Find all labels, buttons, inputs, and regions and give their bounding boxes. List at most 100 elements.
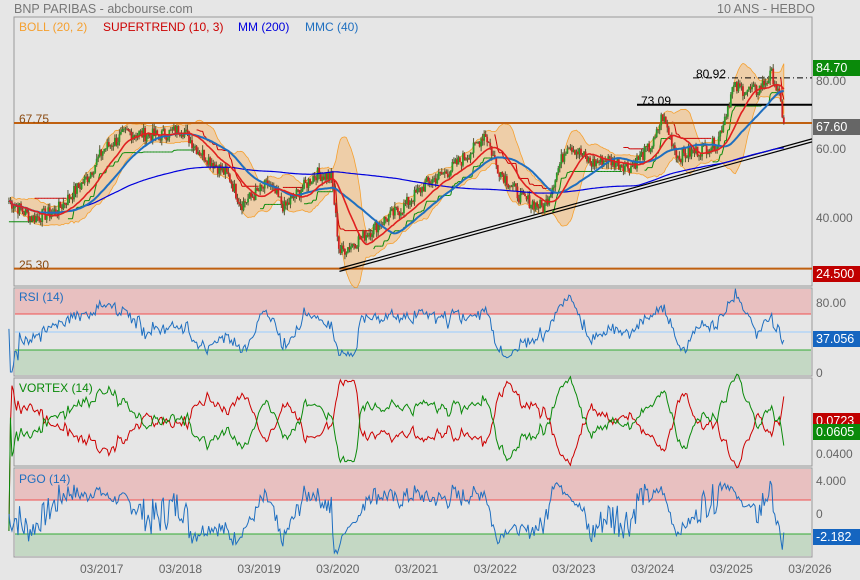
candle-body [389,210,392,216]
candle-body [614,163,617,168]
candle-body [278,196,281,198]
candle-body [301,188,304,192]
candle-body [39,220,42,222]
candle-body [116,142,119,146]
candle-body [729,94,732,107]
candle-body [101,151,104,156]
candle-body [236,198,239,202]
candle-body [578,148,581,155]
candle-body [512,185,514,187]
candle-body [782,117,785,124]
candle-body [465,159,467,161]
candle-body [191,140,193,149]
candle-body [589,157,591,163]
supertrend-segment [728,118,732,130]
candle-body [580,148,582,155]
candle-body [70,197,72,199]
candle-body [266,180,269,186]
level-support: 25.30 [19,258,50,272]
candle-body [368,233,371,237]
supertrend-segment [506,161,509,164]
candle-body [590,162,593,167]
supertrend-segment [386,238,390,242]
candle-body [775,85,778,91]
candle-body [475,142,478,144]
candle-body [510,186,513,188]
candle-body [103,148,106,152]
candle-body [598,162,601,163]
candle-body [676,156,679,159]
candle-body [321,176,324,182]
candle-body [398,212,401,216]
candle-body [710,148,713,151]
supertrend-segment [262,204,266,209]
candle-body [652,137,655,147]
candle-body [30,216,33,222]
supertrend-segment [532,183,535,186]
candle-body [123,128,125,130]
candle-body [427,177,430,182]
candle-body [586,155,588,162]
candle-body [740,86,743,88]
candle-body [505,176,508,186]
candle-body [377,224,380,233]
candle-body [79,187,81,189]
candle-body [533,201,535,210]
candle-body [442,173,445,175]
candle-body [363,230,366,241]
candle-body [468,158,470,160]
rsi-tick: 0 [816,366,823,380]
candle-body [345,252,348,255]
boll-mid-line [8,84,785,246]
candle-body [431,179,434,184]
mmc40-line [8,90,784,235]
candle-body [463,153,466,160]
candle-body [336,213,339,237]
candle-body [241,205,243,211]
candle-body [395,206,398,208]
candle-body [147,133,150,137]
supertrend-segment [112,161,116,167]
candle-body [486,136,489,143]
pgo-overbought-zone [15,469,811,500]
candle-body [501,172,504,175]
candle-body [387,215,390,222]
candle-body [324,173,327,180]
candle-body [415,189,417,193]
supertrend-segment [674,126,677,135]
candle-body [298,190,301,198]
candle-body [88,178,91,183]
candle-body [132,135,134,140]
supertrend-segment [731,109,735,112]
supertrend-segment [373,245,376,250]
low-price-tag: 24.500 [813,266,860,282]
price-tick: 40.000 [816,211,853,225]
candle-body [225,167,228,172]
candle-body [667,127,670,135]
candle-body [407,196,410,205]
candle-body [433,178,436,180]
candle-body [445,171,448,174]
supertrend-segment [382,240,385,247]
candle-body [91,172,94,175]
supertrend-segment [494,134,497,142]
candle-body [732,85,735,88]
candle-body [109,145,112,147]
candle-body [440,172,443,175]
supertrend-segment [197,129,200,132]
candle-body [660,114,663,126]
candle-body [739,83,741,87]
candle-body [216,166,219,174]
candle-body [227,171,230,175]
candle-body [215,164,218,167]
candle-body [233,183,236,192]
supertrend-segment [235,174,238,179]
candle-body [770,68,773,71]
supertrend-segment [82,200,86,207]
candle-body [693,150,696,154]
candle-body [67,194,69,205]
price-tick: 80.00 [816,74,847,88]
supertrend-segment [482,157,485,163]
candle-body [210,163,213,167]
candle-body [670,134,673,147]
